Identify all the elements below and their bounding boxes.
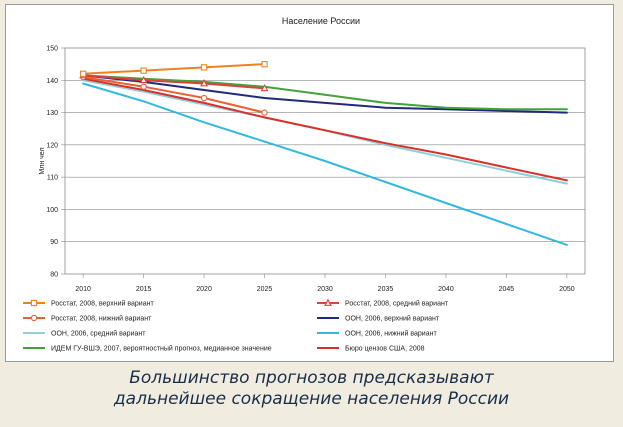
y-tick-label: 100 (46, 207, 58, 214)
legend-entry: Росстат, 2008, средний вариант (317, 298, 449, 308)
series-lines (79, 60, 568, 246)
y-tick-label: 130 (46, 110, 58, 117)
legend-label: ООН, 2006, верхний вариант (345, 315, 440, 323)
series-line (82, 76, 266, 114)
series-group (82, 74, 568, 114)
data-point-marker (200, 94, 208, 102)
legend-entry: Росстат, 2008, верхний вариант (23, 300, 154, 308)
legend-label: Росстат, 2008, верхний вариант (51, 300, 154, 308)
legend-marker (30, 299, 38, 307)
caption: Большинство прогнозов предсказывают даль… (0, 368, 623, 410)
data-point-marker (261, 109, 268, 116)
grid-lines (61, 47, 585, 278)
legend-entry: ООН, 2006, нижний вариант (317, 330, 437, 338)
caption-line-1: Большинство прогнозов предсказывают (129, 368, 494, 388)
legend-entry: ООН, 2006, верхний вариант (317, 315, 440, 323)
legend-entry: Росстат, 2008, нижний вариант (23, 315, 152, 323)
series-line (82, 77, 568, 182)
y-tick-label: 140 (46, 78, 58, 85)
x-tick-label: 2045 (499, 286, 515, 293)
population-chart: Население России 8090100110120130140150 … (23, 16, 586, 353)
x-tick-label: 2020 (196, 286, 212, 293)
x-tick-label: 2015 (136, 286, 152, 293)
data-point-marker (79, 70, 87, 77)
data-point-marker (139, 75, 148, 84)
series-line (82, 82, 568, 246)
legend-label: Росстат, 2008, средний вариант (345, 300, 449, 308)
x-tick-label: 2025 (257, 286, 273, 293)
legend-label: ИДЕМ ГУ-ВШЭ, 2007, вероятностный прогноз… (51, 345, 272, 353)
series-group (82, 82, 568, 246)
x-tick-label: 2040 (438, 286, 454, 293)
series-group (82, 74, 568, 111)
x-tick-labels: 2010 2015 2020 2025 2030 2035 2040 2045 2050 (75, 286, 574, 293)
y-tick-labels: 80 90 100 110 120 130 140 150 (46, 46, 58, 279)
data-point-marker (140, 83, 147, 90)
series-line (82, 74, 568, 114)
data-point-marker (200, 79, 208, 87)
series-line (82, 74, 568, 111)
legend-entry: Бюро цензов США, 2008 (317, 346, 425, 353)
legend: Росстат, 2008, верхний вариант Росстат, 2… (23, 298, 449, 353)
y-tick-label: 110 (47, 175, 58, 182)
y-tick-label: 120 (46, 142, 58, 149)
legend-entry: ООН, 2006, средний вариант (23, 330, 146, 338)
y-axis-label: Млн чел (39, 147, 46, 174)
y-tick-label: 150 (46, 46, 58, 53)
caption-line-2: дальнейшее сокращение населения России (113, 389, 510, 409)
legend-label: ООН, 2006, нижний вариант (345, 330, 437, 338)
series-line (82, 63, 266, 75)
data-point-marker (260, 84, 269, 92)
x-tick-label: 2010 (75, 286, 91, 293)
data-point-marker (261, 60, 268, 68)
data-point-marker (200, 64, 208, 71)
chart-title: Население России (282, 16, 360, 26)
series-line (82, 74, 266, 90)
legend-marker (324, 298, 332, 306)
y-tick-label: 80 (50, 272, 58, 279)
legend-marker (30, 314, 38, 322)
chart-frame: Население России 80 90 100 110 120 130 140 150 … (5, 4, 614, 362)
series-group (79, 60, 268, 77)
legend-label: Росстат, 2008, нижний вариант (51, 315, 152, 323)
x-tick-label: 2050 (559, 286, 575, 293)
x-tick-label: 2030 (317, 286, 333, 293)
legend-label: Бюро цензов США, 2008 (345, 346, 425, 353)
legend-entry: ИДЕМ ГУ-ВШЭ, 2007, вероятностный прогноз… (23, 345, 272, 353)
y-tick-label: 90 (50, 239, 58, 246)
x-tick-label: 2035 (378, 286, 394, 293)
data-point-marker (140, 67, 147, 74)
series-group (82, 77, 568, 182)
legend-label: ООН, 2006, средний вариант (51, 330, 146, 338)
